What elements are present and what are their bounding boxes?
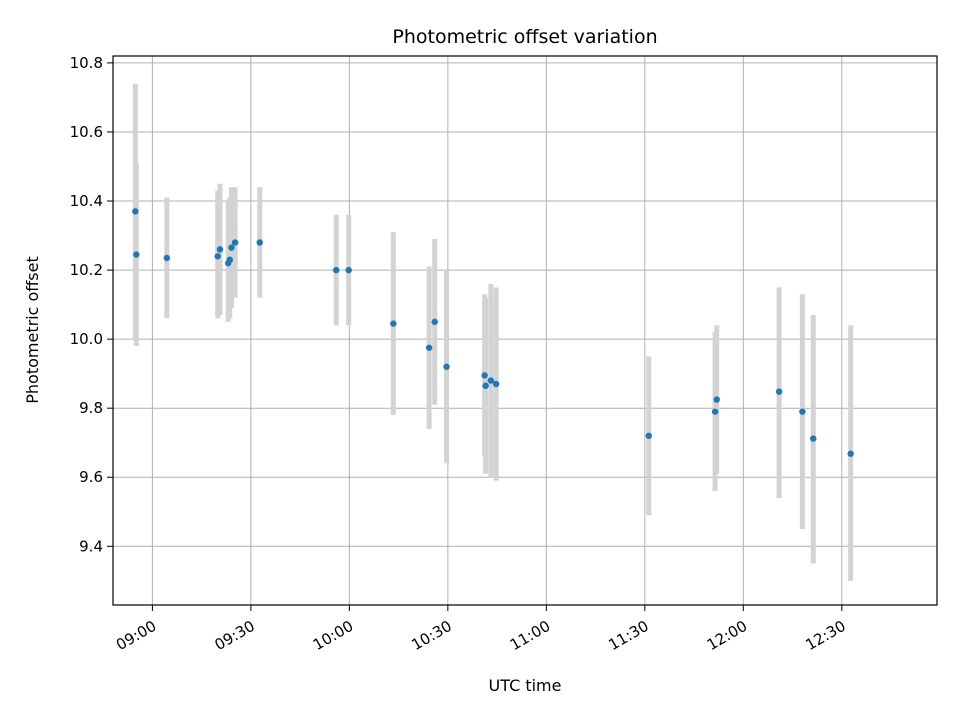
- x-axis-ticks: 09:00 09:30 10:00 10:30 11:00 11:30 12:00 12:30: [113, 605, 849, 654]
- data-point: [775, 388, 783, 395]
- data-point: [482, 382, 489, 389]
- x-tick-label: 12:00: [704, 617, 750, 654]
- data-point: [163, 254, 171, 262]
- grid: [113, 56, 937, 605]
- data-point: [345, 266, 352, 274]
- data-point: [390, 320, 397, 327]
- x-tick-label: 11:30: [605, 617, 651, 654]
- data-point: [226, 256, 234, 263]
- data-point: [711, 408, 719, 415]
- data-point: [431, 318, 438, 326]
- y-tick-label: 9.6: [79, 468, 103, 486]
- y-axis-label: Photometric offset: [23, 256, 42, 404]
- y-axis-ticks: 9.4 9.6 9.8 10.0 10.2 10.4 10.6 10.8: [70, 54, 113, 555]
- data-point: [481, 372, 488, 379]
- data-point: [799, 408, 806, 415]
- data-point: [847, 450, 854, 457]
- data-point: [810, 435, 817, 442]
- y-tick-label: 10.2: [70, 261, 103, 279]
- plot-frame: [112, 55, 938, 606]
- data-point: [645, 432, 652, 440]
- data-point: [713, 396, 720, 403]
- data-point: [443, 363, 450, 370]
- x-tick-label: 10:00: [310, 617, 356, 654]
- x-tick-label: 12:30: [802, 617, 848, 654]
- x-tick-label: 10:30: [408, 617, 454, 654]
- y-tick-label: 10.0: [70, 330, 103, 348]
- data-point: [133, 251, 140, 258]
- data-point: [492, 380, 500, 388]
- data-point: [216, 246, 224, 253]
- data-point: [231, 239, 239, 246]
- data-point: [425, 344, 433, 351]
- data-point: [256, 239, 263, 246]
- data-point: [228, 244, 235, 251]
- y-tick-label: 10.8: [70, 54, 103, 72]
- data-point: [333, 266, 340, 274]
- y-tick-label: 9.4: [79, 537, 103, 555]
- y-tick-label: 10.6: [70, 123, 103, 141]
- y-tick-label: 9.8: [79, 399, 103, 417]
- chart-title: Photometric offset variation: [392, 26, 657, 48]
- data-points: [132, 208, 854, 457]
- y-tick-label: 10.4: [70, 192, 103, 210]
- x-tick-label: 11:00: [507, 617, 553, 654]
- x-tick-label: 09:30: [211, 617, 257, 654]
- data-point: [132, 208, 139, 215]
- x-axis-label: UTC time: [489, 676, 562, 695]
- x-tick-label: 09:00: [113, 617, 159, 654]
- data-point: [487, 377, 495, 384]
- data-point: [214, 253, 221, 260]
